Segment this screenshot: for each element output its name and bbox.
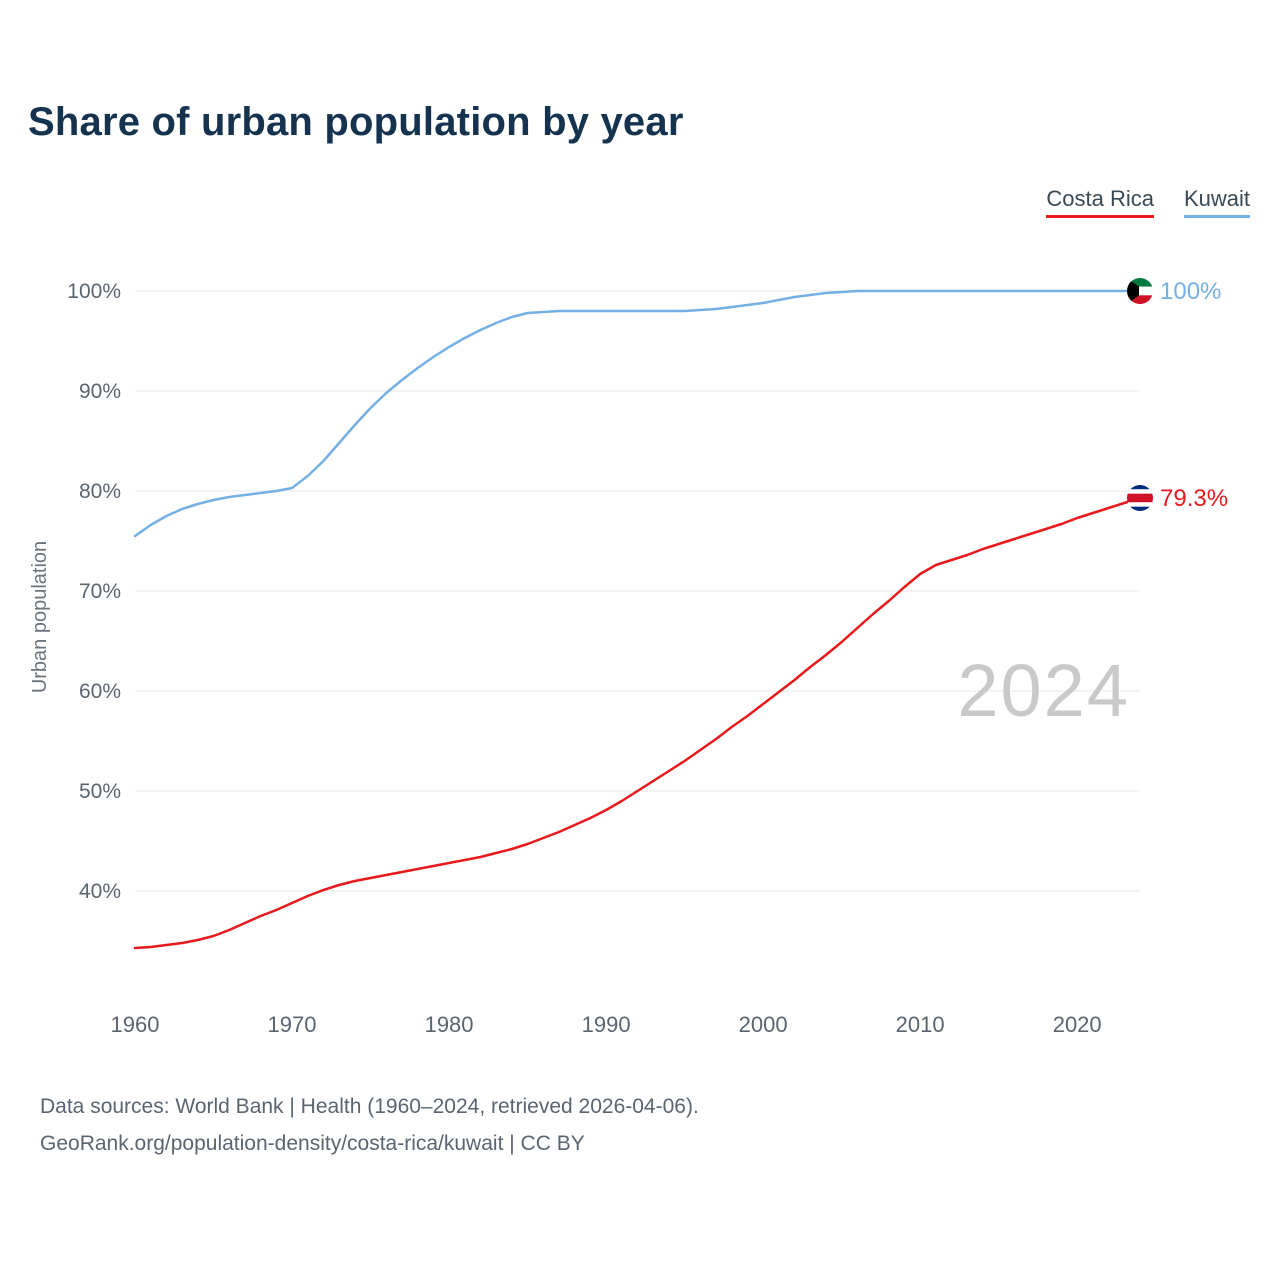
chart-svg: 40% 50% 60% 70% 80% 90% 100% 1960 1970 1980 1990 20… [29, 278, 1228, 1037]
x-tick-label: 2020 [1053, 1012, 1102, 1037]
watermark-year: 2024 [957, 649, 1130, 732]
kuwait-flag-icon [1127, 278, 1153, 304]
legend-item-costa-rica[interactable]: Costa Rica [1046, 186, 1154, 218]
chart-area: 40% 50% 60% 70% 80% 90% 100% 1960 1970 1980 1990 20… [0, 240, 1280, 1080]
y-tick-label: 50% [79, 780, 121, 803]
y-tick-label: 90% [79, 380, 121, 403]
end-value-label-kuwait: 100% [1160, 278, 1221, 305]
costa-rica-flag-icon [1127, 485, 1153, 511]
series-line-kuwait[interactable] [133, 289, 1142, 538]
x-tick-label: 1970 [268, 1012, 317, 1037]
series-line-costa-rica[interactable] [133, 496, 1142, 950]
y-tick-label: 100% [67, 280, 121, 303]
x-tick-label: 1960 [111, 1012, 160, 1037]
y-tick-label: 60% [79, 680, 121, 703]
legend-item-kuwait[interactable]: Kuwait [1183, 186, 1250, 218]
footer-attribution: GeoRank.org/population-density/costa-ric… [40, 1132, 585, 1155]
x-tick-label: 1990 [582, 1012, 631, 1037]
end-value-label-costa-rica: 79.3% [1160, 485, 1228, 512]
y-tick-label: 80% [79, 480, 121, 503]
x-tick-label: 1980 [425, 1012, 474, 1037]
footer: Data sources: World Bank | Health (1960–… [40, 1088, 699, 1162]
x-tick-label: 2000 [739, 1012, 788, 1037]
legend: Costa Rica Kuwait [1046, 186, 1250, 218]
x-tick-label: 2010 [896, 1012, 945, 1037]
y-tick-label: 40% [79, 880, 121, 903]
footer-data-sources: Data sources: World Bank | Health (1960–… [40, 1095, 699, 1118]
y-tick-label: 70% [79, 580, 121, 603]
page-title: Share of urban population by year [28, 100, 684, 144]
y-axis-title: Urban population [29, 541, 51, 693]
